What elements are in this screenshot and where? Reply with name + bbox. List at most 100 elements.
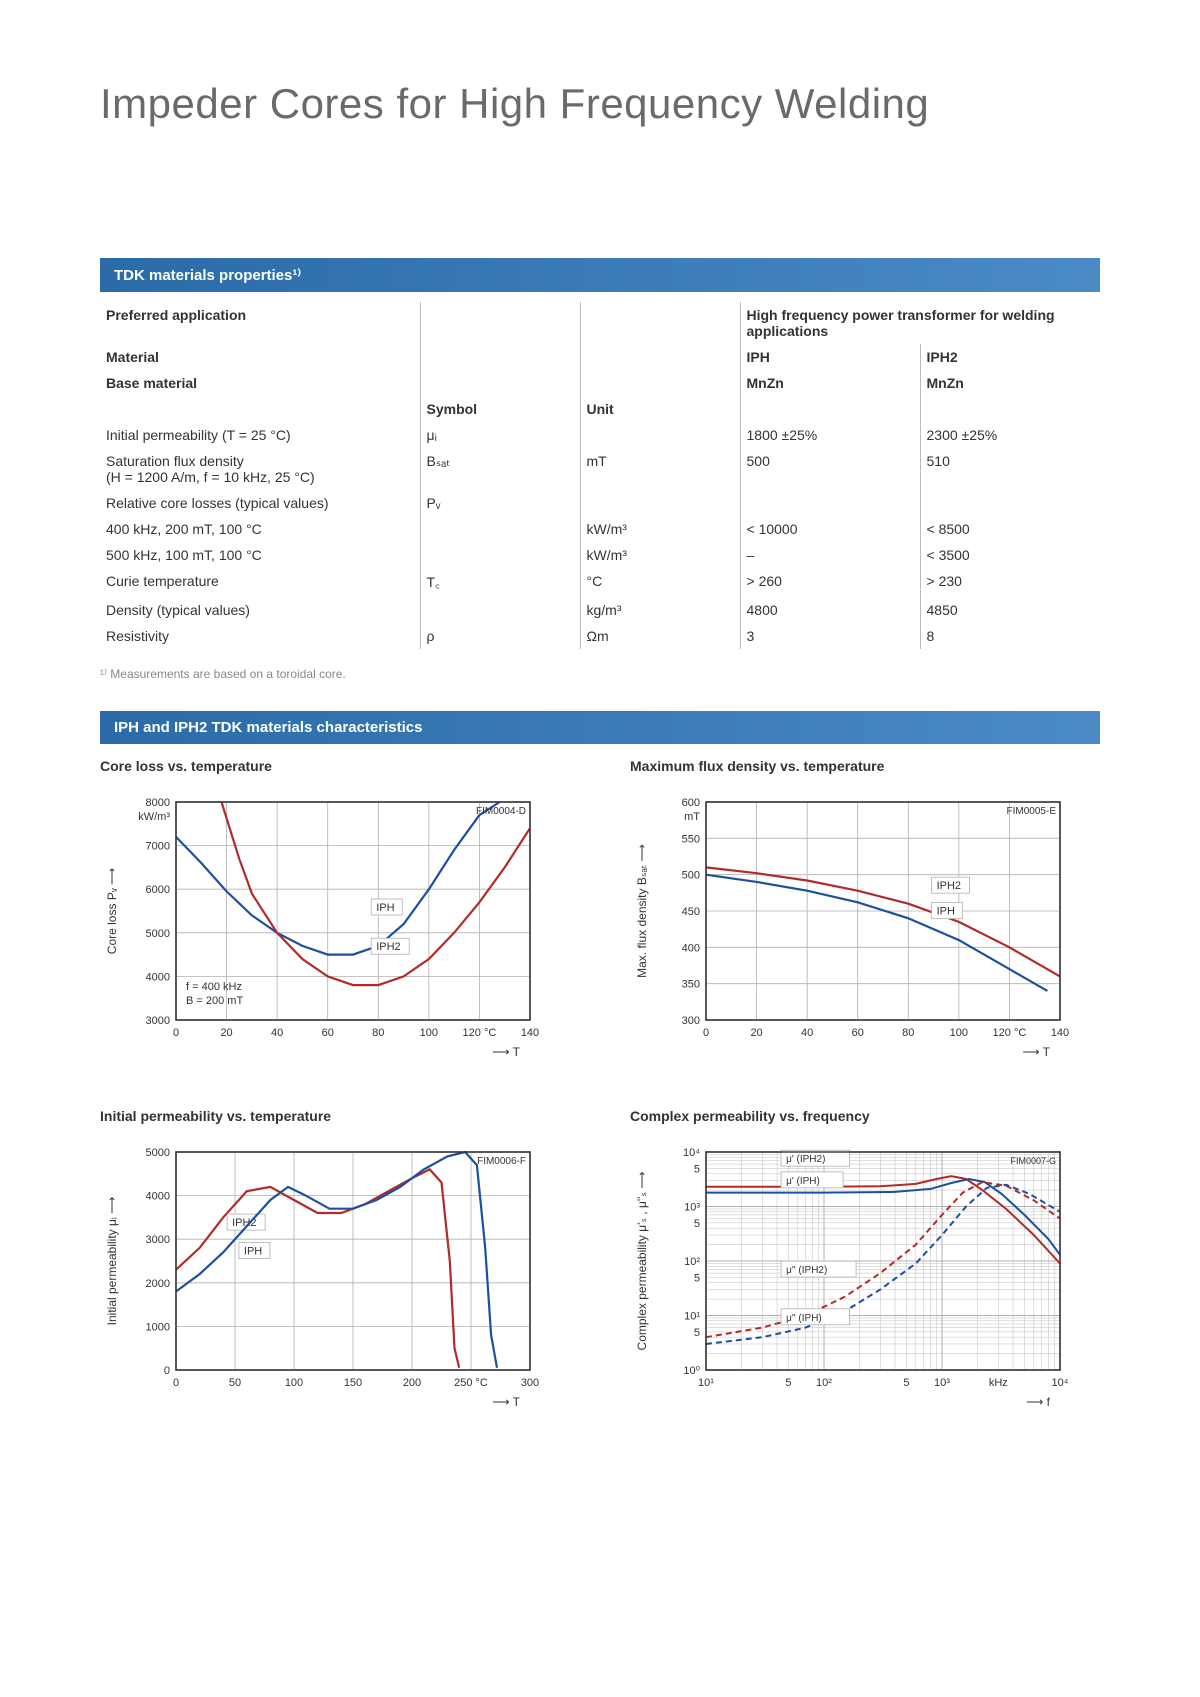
footnote: ¹⁾ Measurements are based on a toroidal … xyxy=(100,667,1100,681)
svg-text:140: 140 xyxy=(1051,1027,1069,1039)
svg-text:mT: mT xyxy=(684,811,700,823)
svg-text:B = 200 mT: B = 200 mT xyxy=(186,995,243,1007)
svg-text:500: 500 xyxy=(682,870,700,882)
svg-text:⟶ T: ⟶ T xyxy=(492,1395,520,1409)
svg-text:kHz: kHz xyxy=(989,1377,1008,1389)
table-cell: > 230 xyxy=(920,568,1100,597)
table-cell: Material xyxy=(100,344,420,370)
svg-text:Initial permeability μᵢ ⟶: Initial permeability μᵢ ⟶ xyxy=(105,1197,119,1326)
chart-permeability: Initial permeability vs. temperature 050… xyxy=(100,1108,570,1418)
svg-text:0: 0 xyxy=(173,1027,179,1039)
svg-text:f = 400 kHz: f = 400 kHz xyxy=(186,981,242,993)
chart1-title: Core loss vs. temperature xyxy=(100,758,570,774)
svg-text:IPH2: IPH2 xyxy=(937,880,961,892)
svg-text:IPH: IPH xyxy=(376,902,394,914)
chart-complex-perm: Complex permeability vs. frequency 10¹51… xyxy=(630,1108,1100,1418)
table-cell: IPH2 xyxy=(920,344,1100,370)
table-row: Preferred applicationHigh frequency powe… xyxy=(100,302,1100,344)
table-cell xyxy=(920,490,1100,516)
svg-text:3000: 3000 xyxy=(146,1015,170,1027)
properties-table: Preferred applicationHigh frequency powe… xyxy=(100,302,1100,649)
svg-text:FIM0004-D: FIM0004-D xyxy=(476,806,526,817)
table-cell: mT xyxy=(580,448,740,490)
svg-text:kW/m³: kW/m³ xyxy=(138,811,170,823)
svg-text:100: 100 xyxy=(285,1377,303,1389)
svg-text:⟶ T: ⟶ T xyxy=(1022,1045,1050,1059)
table-cell: 2300 ±25% xyxy=(920,422,1100,448)
svg-text:100: 100 xyxy=(420,1027,438,1039)
chart-flux-density: Maximum flux density vs. temperature 020… xyxy=(630,758,1100,1068)
svg-text:IPH: IPH xyxy=(244,1245,262,1257)
svg-text:5: 5 xyxy=(785,1377,791,1389)
svg-text:⟶ f: ⟶ f xyxy=(1026,1395,1051,1409)
chart2-title: Maximum flux density vs. temperature xyxy=(630,758,1100,774)
table-cell: 4850 xyxy=(920,597,1100,623)
svg-text:IPH2: IPH2 xyxy=(376,941,400,953)
svg-text:200: 200 xyxy=(403,1377,421,1389)
table-cell: 510 xyxy=(920,448,1100,490)
svg-text:140: 140 xyxy=(521,1027,539,1039)
table-cell: T꜀ xyxy=(420,568,580,597)
svg-text:250 °C: 250 °C xyxy=(454,1377,488,1389)
svg-text:μ'' (IPH2): μ'' (IPH2) xyxy=(786,1265,827,1276)
table-cell: Ωm xyxy=(580,623,740,649)
table-cell xyxy=(580,344,740,370)
svg-text:10³: 10³ xyxy=(684,1202,700,1214)
table-cell xyxy=(580,370,740,396)
svg-text:0: 0 xyxy=(173,1377,179,1389)
svg-text:4000: 4000 xyxy=(146,971,170,983)
table-cell xyxy=(420,370,580,396)
table-cell: High frequency power transformer for wel… xyxy=(740,302,1100,344)
table-cell: 400 kHz, 200 mT, 100 °C xyxy=(100,516,420,542)
chart4-svg: 10¹510²510³10⁴kHz10⁰510¹510²510³510⁴μ' (… xyxy=(630,1138,1070,1418)
table-cell: Curie temperature xyxy=(100,568,420,597)
svg-text:40: 40 xyxy=(271,1027,283,1039)
table-cell: < 8500 xyxy=(920,516,1100,542)
table-cell xyxy=(420,516,580,542)
section-header-1: TDK materials properties¹⁾ xyxy=(100,258,1100,292)
svg-text:Core loss Pᵥ ⟶: Core loss Pᵥ ⟶ xyxy=(105,868,119,954)
table-row: Saturation flux density(H = 1200 A/m, f … xyxy=(100,448,1100,490)
table-cell xyxy=(420,344,580,370)
svg-text:10²: 10² xyxy=(684,1256,700,1268)
table-cell xyxy=(580,302,740,344)
svg-text:5: 5 xyxy=(694,1327,700,1339)
table-cell: Relative core losses (typical values) xyxy=(100,490,420,516)
svg-text:⟶ T: ⟶ T xyxy=(492,1045,520,1059)
table-cell: 4800 xyxy=(740,597,920,623)
svg-text:600: 600 xyxy=(682,797,700,809)
svg-text:300: 300 xyxy=(682,1015,700,1027)
table-cell: Resistivity xyxy=(100,623,420,649)
table-cell: kW/m³ xyxy=(580,516,740,542)
svg-text:FIM0006-F: FIM0006-F xyxy=(477,1156,526,1167)
svg-text:5: 5 xyxy=(694,1272,700,1284)
table-cell: > 260 xyxy=(740,568,920,597)
table-row: Relative core losses (typical values)Pᵥ xyxy=(100,490,1100,516)
svg-text:5000: 5000 xyxy=(146,928,170,940)
table-cell: μᵢ xyxy=(420,422,580,448)
charts-area: Core loss vs. temperature 02040608010012… xyxy=(100,758,1100,1418)
table-cell: 500 kHz, 100 mT, 100 °C xyxy=(100,542,420,568)
svg-text:5000: 5000 xyxy=(146,1147,170,1159)
svg-text:300: 300 xyxy=(521,1377,539,1389)
svg-text:μ' (IPH): μ' (IPH) xyxy=(786,1176,820,1187)
svg-text:10³: 10³ xyxy=(934,1377,950,1389)
svg-text:0: 0 xyxy=(164,1365,170,1377)
svg-text:20: 20 xyxy=(220,1027,232,1039)
table-cell xyxy=(580,422,740,448)
svg-text:5: 5 xyxy=(694,1163,700,1175)
table-cell: Initial permeability (T = 25 °C) xyxy=(100,422,420,448)
table-cell: Unit xyxy=(580,396,740,422)
page-title: Impeder Cores for High Frequency Welding xyxy=(100,80,1100,128)
svg-text:μ' (IPH2): μ' (IPH2) xyxy=(786,1154,825,1165)
table-cell: Pᵥ xyxy=(420,490,580,516)
table-cell: 8 xyxy=(920,623,1100,649)
svg-text:60: 60 xyxy=(322,1027,334,1039)
chart2-svg: 020406080100120 °C1403003504004505005506… xyxy=(630,788,1070,1068)
table-cell xyxy=(740,490,920,516)
svg-text:Complex permeability μ'ₛ , μ'': Complex permeability μ'ₛ , μ''ₛ ⟶ xyxy=(635,1172,649,1351)
svg-text:5: 5 xyxy=(903,1377,909,1389)
table-cell xyxy=(740,396,920,422)
svg-text:10⁰: 10⁰ xyxy=(683,1365,700,1377)
table-cell: kg/m³ xyxy=(580,597,740,623)
